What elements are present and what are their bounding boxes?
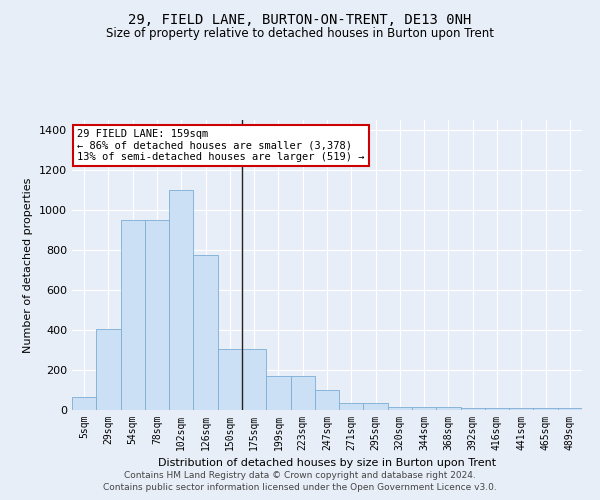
Bar — [436, 407, 461, 410]
Text: Contains HM Land Registry data © Crown copyright and database right 2024.
Contai: Contains HM Land Registry data © Crown c… — [103, 471, 497, 492]
Bar — [509, 408, 533, 410]
X-axis label: Distribution of detached houses by size in Burton upon Trent: Distribution of detached houses by size … — [158, 458, 496, 468]
Bar — [242, 349, 266, 410]
Bar — [72, 397, 96, 410]
Text: 29 FIELD LANE: 159sqm
← 86% of detached houses are smaller (3,378)
13% of semi-d: 29 FIELD LANE: 159sqm ← 86% of detached … — [77, 128, 365, 162]
Bar — [315, 390, 339, 410]
Bar — [121, 220, 145, 410]
Bar — [388, 407, 412, 410]
Bar — [485, 408, 509, 410]
Bar — [339, 403, 364, 410]
Bar — [558, 408, 582, 410]
Bar — [266, 376, 290, 410]
Text: Size of property relative to detached houses in Burton upon Trent: Size of property relative to detached ho… — [106, 28, 494, 40]
Bar — [461, 408, 485, 410]
Bar — [193, 255, 218, 410]
Bar — [218, 349, 242, 410]
Bar — [145, 220, 169, 410]
Bar — [412, 407, 436, 410]
Bar — [533, 408, 558, 410]
Y-axis label: Number of detached properties: Number of detached properties — [23, 178, 34, 352]
Bar — [169, 190, 193, 410]
Bar — [290, 376, 315, 410]
Bar — [364, 403, 388, 410]
Bar — [96, 329, 121, 410]
Text: 29, FIELD LANE, BURTON-ON-TRENT, DE13 0NH: 29, FIELD LANE, BURTON-ON-TRENT, DE13 0N… — [128, 12, 472, 26]
